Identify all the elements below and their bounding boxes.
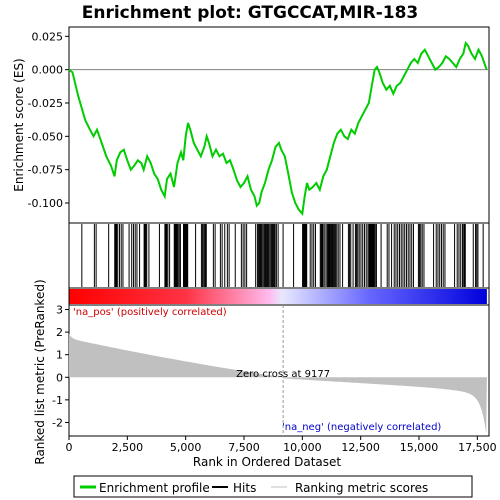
legend-es-label: Enrichment profile <box>99 481 210 495</box>
legend: Enrichment profile Hits Ranking metric s… <box>73 475 473 498</box>
zero-cross-label: Zero cross at 9177 <box>236 369 330 380</box>
es-panel: 0.025 0.000 -0.025 -0.050 -0.075 -0.100 <box>28 26 490 224</box>
hits-panel <box>68 222 490 289</box>
pos-correlated-label: 'na_pos' (positively correlated) <box>73 307 227 318</box>
x-tick-label: 15,000 <box>400 441 439 454</box>
x-tick-label: 5,000 <box>170 441 202 454</box>
es-tick-label: -0.100 <box>28 197 63 210</box>
metric-panel: 3 2 1 0 -1 -2 Zero cross at 9177 'na_pos' (po… <box>52 287 490 437</box>
x-axis-label: Rank in Ordered Dataset <box>193 455 341 469</box>
rank-color-gradient <box>69 289 487 304</box>
x-tick-label: 10,000 <box>283 441 322 454</box>
neg-correlated-label: 'na_neg' (negatively correlated) <box>282 422 441 433</box>
x-axis-ticks: 0 2,500 5,000 7,500 10,000 12,500 15,000 17,500 <box>66 436 497 454</box>
metric-tick-label: -2 <box>52 416 63 429</box>
x-tick-label: 12,500 <box>341 441 380 454</box>
es-y-axis-label: Enrichment score (ES) <box>12 58 26 191</box>
hit-marks <box>81 224 484 287</box>
es-tick-label: 0.000 <box>32 64 64 77</box>
legend-hits-label: Hits <box>233 481 256 495</box>
hits-panel-frame <box>68 222 490 289</box>
metric-tick-label: 1 <box>56 349 63 362</box>
legend-metric-label: Ranking metric scores <box>295 481 428 495</box>
es-panel-frame <box>68 26 490 224</box>
metric-y-ticks: 3 2 1 0 -1 -2 <box>52 304 69 429</box>
es-tick-label: -0.075 <box>28 164 63 177</box>
ranking-metric-area <box>69 333 487 434</box>
x-tick-label: 2,500 <box>112 441 144 454</box>
x-tick-label: 0 <box>66 441 73 454</box>
es-y-ticks: 0.025 0.000 -0.025 -0.050 -0.075 -0.100 <box>28 30 69 210</box>
chart-title: Enrichment plot: GTGCCAT,MIR-183 <box>82 3 419 23</box>
metric-y-axis-label: Ranked list metric (PreRanked) <box>33 279 47 464</box>
metric-tick-label: 0 <box>56 371 63 384</box>
es-tick-label: -0.050 <box>28 130 63 143</box>
enrichment-profile-line <box>68 40 488 217</box>
es-tick-label: 0.025 <box>32 30 64 43</box>
color-bar <box>68 287 490 306</box>
metric-tick-label: 2 <box>56 326 63 339</box>
x-tick-label: 7,500 <box>228 441 260 454</box>
x-tick-label: 17,500 <box>458 441 497 454</box>
es-tick-label: -0.025 <box>28 97 63 110</box>
metric-tick-label: 3 <box>56 304 63 317</box>
metric-tick-label: -1 <box>52 394 63 407</box>
